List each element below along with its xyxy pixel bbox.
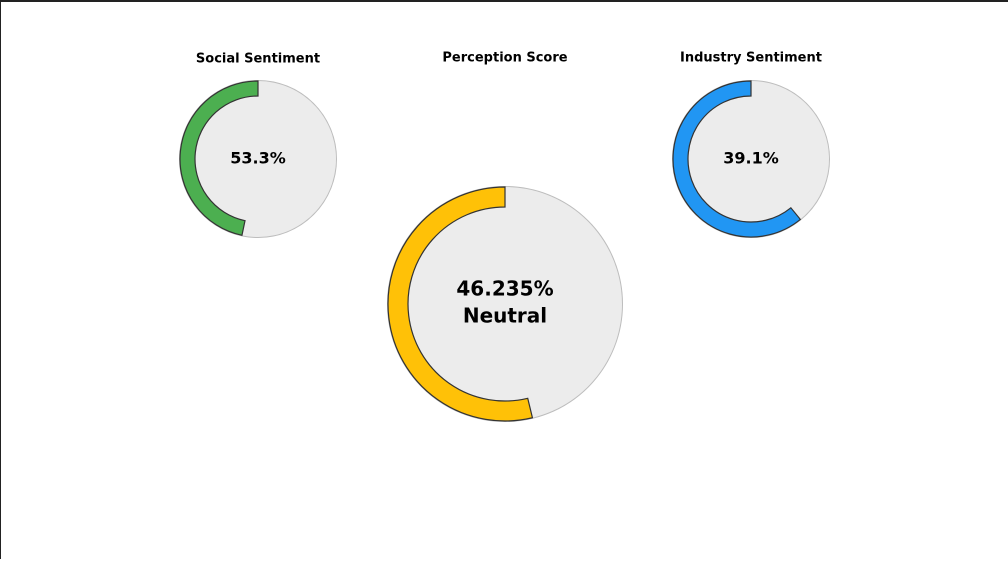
gauge-title: Perception Score (442, 51, 567, 66)
status-label: Neutral (463, 304, 547, 328)
value-arc (241, 81, 337, 237)
remainder-arc (179, 80, 259, 237)
gauge-title: Industry Sentiment (680, 51, 822, 66)
remainder-arc (387, 186, 534, 422)
value-arc (751, 81, 829, 220)
value-label: 39.1% (723, 149, 779, 168)
value-label: 46.235% (456, 277, 553, 301)
remainder-arc (672, 80, 802, 238)
value-label: 53.3% (230, 149, 286, 168)
value-arc (505, 187, 622, 418)
gauge-title: Social Sentiment (196, 52, 320, 67)
